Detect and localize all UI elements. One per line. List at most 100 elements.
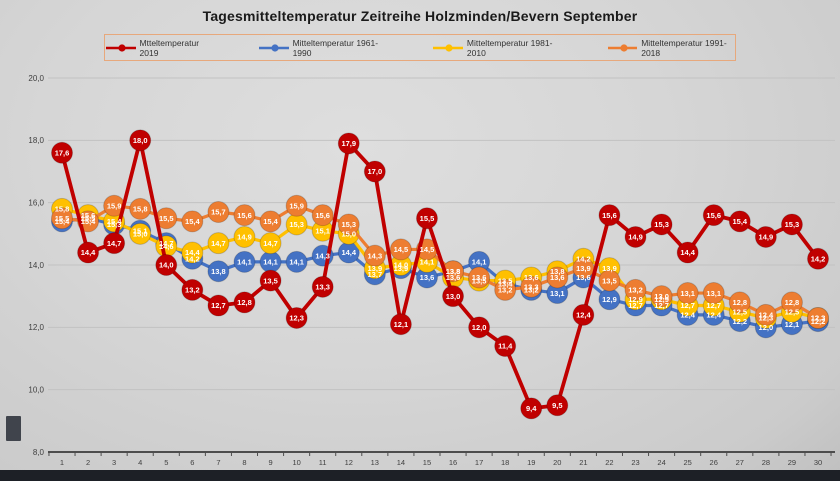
svg-text:15,4: 15,4	[185, 217, 200, 226]
bottom-bar	[0, 470, 840, 481]
svg-text:15,0: 15,0	[341, 230, 356, 239]
svg-text:14,2: 14,2	[185, 254, 200, 263]
svg-text:1: 1	[60, 458, 64, 467]
svg-text:12,8: 12,8	[785, 298, 800, 307]
svg-text:12,2: 12,2	[732, 317, 747, 326]
svg-text:15,3: 15,3	[785, 220, 800, 229]
svg-text:13,6: 13,6	[446, 273, 461, 282]
svg-text:27: 27	[736, 458, 744, 467]
svg-text:15,9: 15,9	[289, 201, 304, 210]
svg-text:14,1: 14,1	[420, 258, 435, 267]
svg-text:13,6: 13,6	[472, 273, 487, 282]
svg-text:12,3: 12,3	[289, 314, 304, 323]
legend-item-0[interactable]: Mtteltemperatur 2019	[105, 38, 212, 58]
svg-text:22: 22	[605, 458, 613, 467]
series-labels-0: 17,6 14,4 14,7 18,0 14,0 13,2 12,7 12,8 13,5 12,3…	[55, 136, 826, 413]
svg-text:17,0: 17,0	[368, 167, 383, 176]
legend-item-3[interactable]: Mitteltemperatur 1991-2018	[607, 38, 735, 58]
series-labels-1: 15,4 15,515,315,114,714,213,814,1 14,1 14,1…	[55, 214, 826, 332]
svg-text:14,7: 14,7	[107, 239, 122, 248]
svg-text:15,4: 15,4	[263, 217, 278, 226]
svg-text:15,3: 15,3	[289, 220, 304, 229]
svg-text:13,9: 13,9	[602, 264, 617, 273]
svg-text:13,1: 13,1	[550, 289, 565, 298]
svg-text:6: 6	[190, 458, 194, 467]
svg-text:12,9: 12,9	[602, 295, 617, 304]
svg-text:9,5: 9,5	[552, 401, 562, 410]
svg-text:13,1: 13,1	[680, 289, 695, 298]
svg-text:12,8: 12,8	[732, 298, 747, 307]
legend-item-1[interactable]: Mitteltemperatur 1961-1990	[258, 38, 386, 58]
legend-item-2[interactable]: Mitteltemperatur 1981-2010	[432, 38, 560, 58]
svg-text:12,7: 12,7	[680, 301, 695, 310]
svg-text:15,5: 15,5	[159, 214, 174, 223]
svg-text:15,8: 15,8	[55, 205, 70, 214]
svg-text:12,3: 12,3	[811, 314, 826, 323]
svg-text:14,2: 14,2	[811, 254, 826, 263]
svg-text:12,0: 12,0	[472, 323, 487, 332]
dark-notch	[6, 416, 21, 441]
svg-text:14,2: 14,2	[576, 254, 591, 263]
svg-text:4: 4	[138, 458, 142, 467]
svg-text:14,1: 14,1	[237, 258, 252, 267]
svg-text:9: 9	[268, 458, 272, 467]
legend-label: Mitteltemperatur 1981-2010	[466, 37, 553, 58]
svg-text:14,6: 14,6	[159, 242, 174, 251]
svg-text:15,6: 15,6	[602, 211, 617, 220]
svg-text:15,3: 15,3	[654, 220, 669, 229]
svg-text:8,0: 8,0	[33, 448, 45, 457]
svg-text:17,6: 17,6	[55, 149, 70, 158]
svg-text:14,7: 14,7	[211, 239, 226, 248]
svg-text:14,4: 14,4	[81, 248, 96, 257]
svg-text:10,0: 10,0	[28, 385, 44, 394]
svg-text:17,9: 17,9	[341, 139, 356, 148]
svg-text:28: 28	[762, 458, 770, 467]
svg-text:13,3: 13,3	[524, 283, 539, 292]
svg-text:14,7: 14,7	[159, 239, 174, 248]
svg-text:14,5: 14,5	[420, 245, 435, 254]
svg-text:12,2: 12,2	[811, 317, 826, 326]
svg-text:12,1: 12,1	[785, 320, 800, 329]
chart-legend: Mtteltemperatur 2019 Mitteltemperatur 196…	[104, 34, 736, 61]
svg-text:13,0: 13,0	[654, 292, 669, 301]
svg-text:13,5: 13,5	[263, 276, 278, 285]
svg-text:12,5: 12,5	[785, 307, 800, 316]
svg-text:15,3: 15,3	[341, 220, 356, 229]
svg-text:12,4: 12,4	[680, 311, 695, 320]
svg-text:13,6: 13,6	[524, 273, 539, 282]
svg-text:15,6: 15,6	[237, 211, 252, 220]
series-labels-3: 15,5 15,415,9 15,815,5 15,415,7 15,615,415,9…	[55, 201, 826, 322]
svg-text:14: 14	[397, 458, 405, 467]
svg-text:18,0: 18,0	[133, 136, 148, 145]
svg-text:13,8: 13,8	[446, 267, 461, 276]
svg-text:13,8: 13,8	[550, 267, 565, 276]
svg-text:12,8: 12,8	[237, 298, 252, 307]
svg-text:3: 3	[112, 458, 116, 467]
chart-title: Tagesmitteltemperatur Zeitreihe Holzmind…	[202, 8, 638, 24]
series-line-0	[51, 129, 829, 420]
svg-text:13,5: 13,5	[472, 276, 487, 285]
legend-marker-icon	[259, 43, 289, 52]
svg-text:15,8: 15,8	[133, 205, 148, 214]
svg-text:13,2: 13,2	[498, 286, 513, 295]
legend-marker-icon	[607, 43, 638, 52]
svg-text:25: 25	[683, 458, 691, 467]
legend-label: Mtteltemperatur 2019	[139, 37, 200, 58]
svg-text:13,2: 13,2	[185, 286, 200, 295]
svg-text:15,1: 15,1	[315, 226, 330, 235]
svg-text:11: 11	[319, 458, 327, 467]
svg-text:12,0: 12,0	[28, 323, 44, 332]
svg-text:12,4: 12,4	[759, 311, 774, 320]
svg-text:13,8: 13,8	[446, 267, 461, 276]
svg-text:15,3: 15,3	[107, 220, 122, 229]
svg-text:20: 20	[553, 458, 561, 467]
svg-text:14,0: 14,0	[394, 261, 409, 270]
svg-text:9,4: 9,4	[526, 404, 537, 413]
svg-text:8: 8	[242, 458, 246, 467]
svg-text:18,0: 18,0	[28, 136, 44, 145]
svg-text:12,3: 12,3	[759, 314, 774, 323]
svg-text:13,7: 13,7	[368, 270, 383, 279]
svg-text:15,6: 15,6	[706, 211, 721, 220]
svg-text:14,7: 14,7	[263, 239, 278, 248]
